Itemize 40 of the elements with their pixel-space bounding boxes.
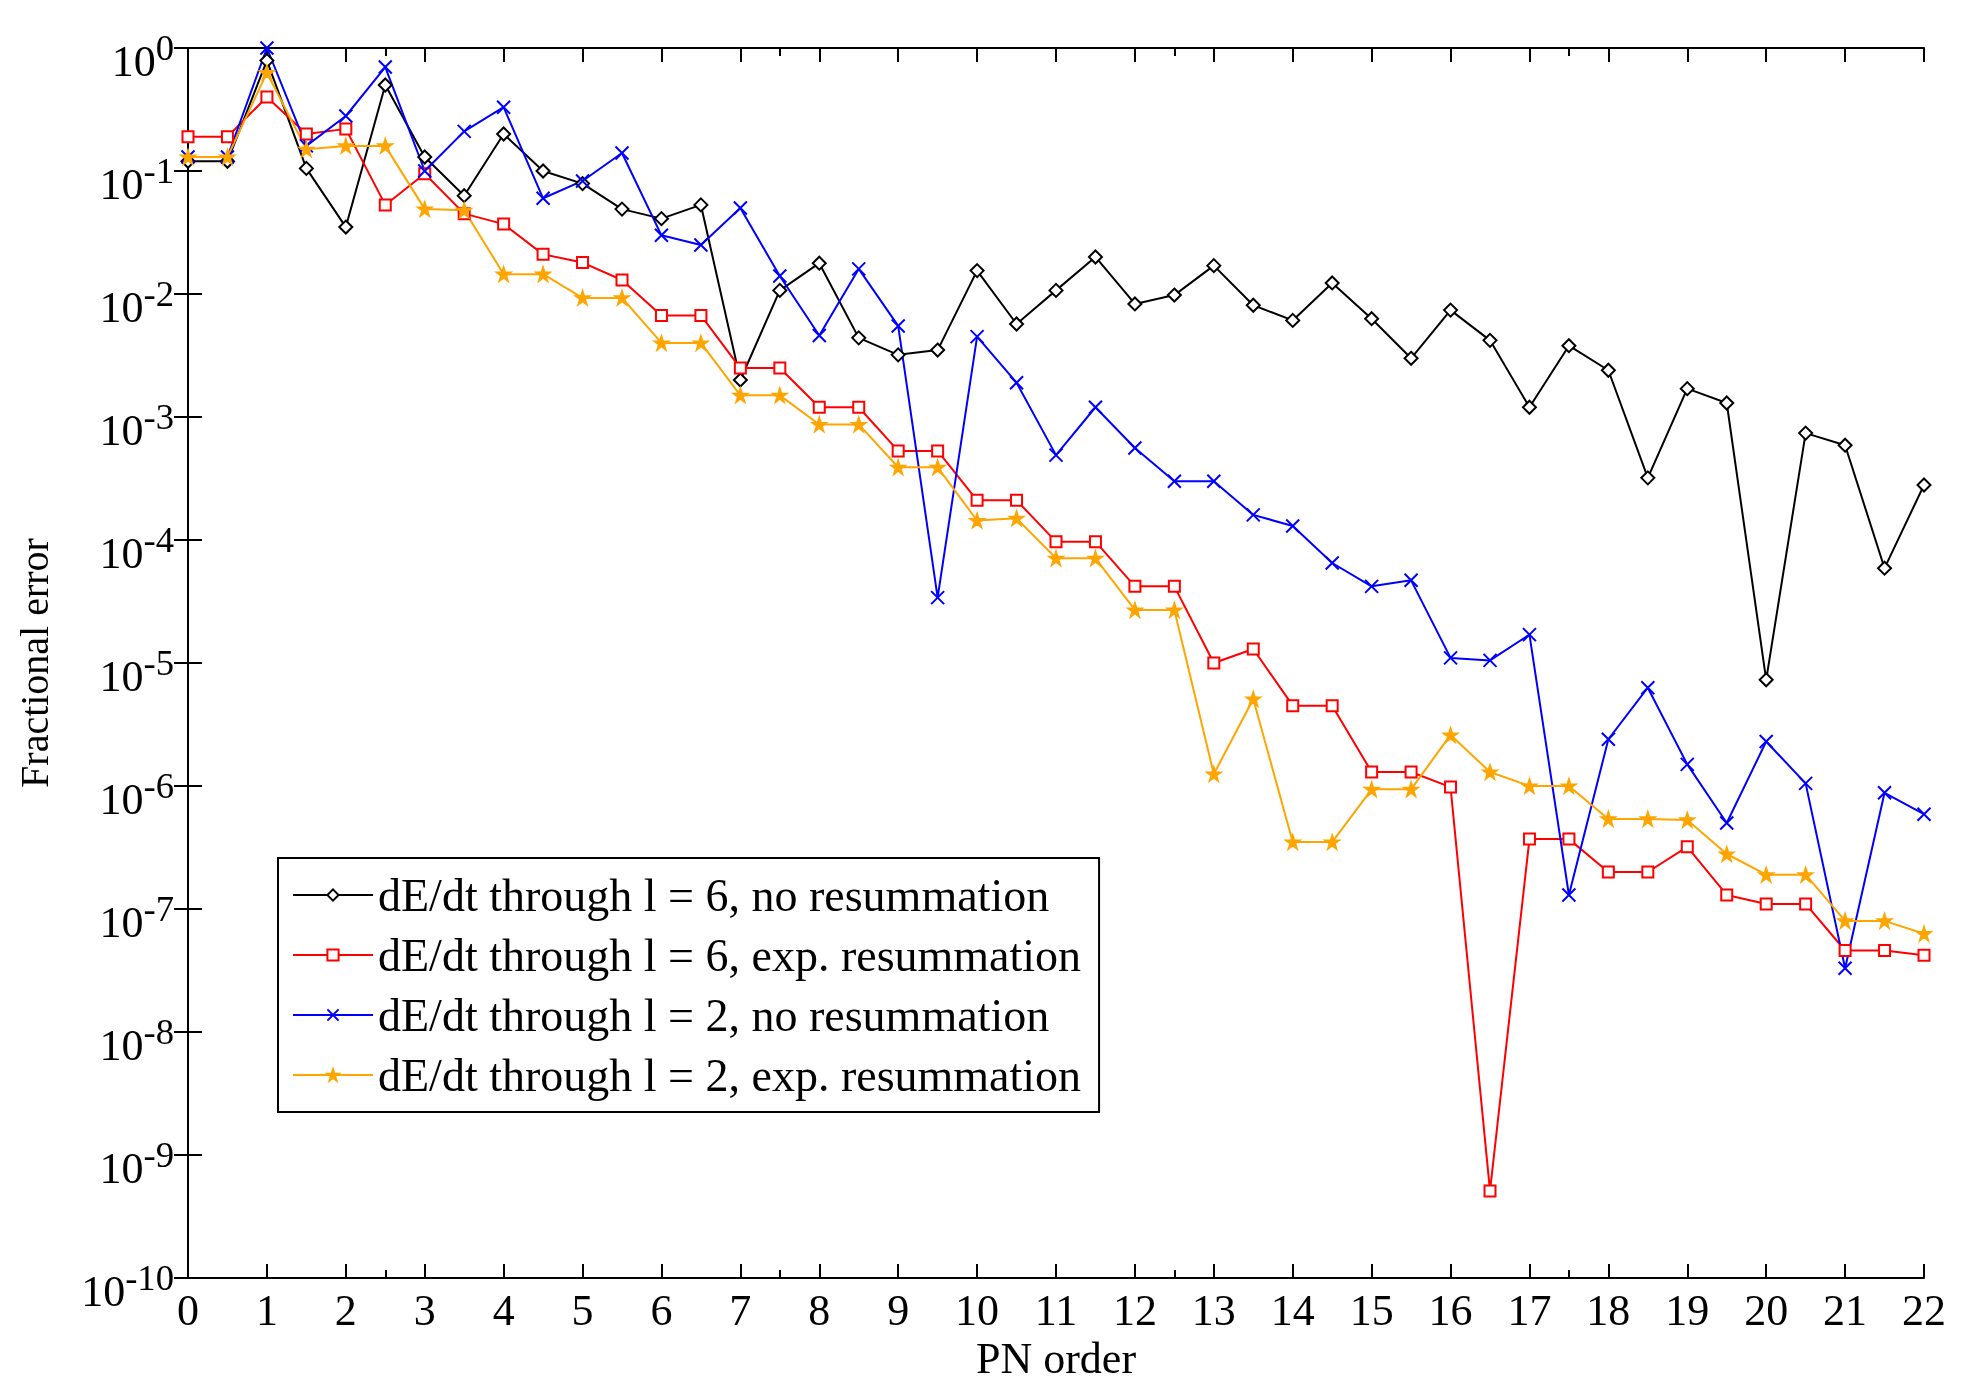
y-tick-label: 10$^{-7}$ [99,887,174,949]
x-tick-label: 22 [1902,1285,1946,1335]
x-tick-label: 14 [1270,1285,1315,1335]
legend-label: dE/dt through l = 2, no resummation [378,989,1050,1041]
x-tick-label: 4 [492,1285,515,1335]
x-tick-label: 16 [1428,1285,1473,1335]
y-tick-label: 10$^{-6}$ [99,764,174,826]
x-tick-label: 0 [177,1285,199,1335]
x-tick-label: 21 [1823,1285,1868,1335]
x-tick-label: 10 [955,1285,1000,1335]
y-tick-label: 10$^{-3}$ [99,395,174,457]
x-tick-label: 12 [1112,1285,1157,1335]
x-tick-label: 20 [1744,1285,1789,1335]
y-tick-label: 10$^{-10}$ [81,1256,174,1318]
x-tick-label: 6 [650,1285,673,1335]
x-tick-label: 18 [1586,1285,1631,1335]
y-tick-label: 10$^{-8}$ [99,1010,174,1072]
legend-label: dE/dt through l = 6, exp. resummation [378,929,1082,981]
x-tick-label: 11 [1034,1285,1078,1335]
x-tick-label: 15 [1349,1285,1394,1335]
x-tick-label: 13 [1191,1285,1236,1335]
x-tick-label: 8 [808,1285,831,1335]
x-tick-label: 1 [255,1285,278,1335]
y-tick-label: 10$^{-5}$ [99,641,174,703]
y-tick-label: 10$^{-9}$ [99,1133,174,1195]
legend-label: dE/dt through l = 2, exp. resummation [378,1049,1082,1101]
y-tick-label: 10$^{-1}$ [99,149,174,211]
x-tick-label: 2 [334,1285,357,1335]
x-tick-label: 17 [1507,1285,1552,1335]
x-tick-label: 19 [1665,1285,1710,1335]
x-axis-title: PN order [975,1334,1137,1384]
x-tick-label: 7 [729,1285,752,1335]
y-axis-title: Fractional error [11,538,57,788]
legend-label: dE/dt through l = 6, no resummation [378,869,1050,921]
x-tick-label: 9 [887,1285,910,1335]
y-tick-label: 10$^{-2}$ [99,272,174,334]
y-tick-label: 10$^{0}$ [111,26,174,88]
x-tick-label: 5 [571,1285,594,1335]
x-tick-label: 3 [413,1285,436,1335]
y-tick-label: 10$^{-4}$ [99,518,174,580]
